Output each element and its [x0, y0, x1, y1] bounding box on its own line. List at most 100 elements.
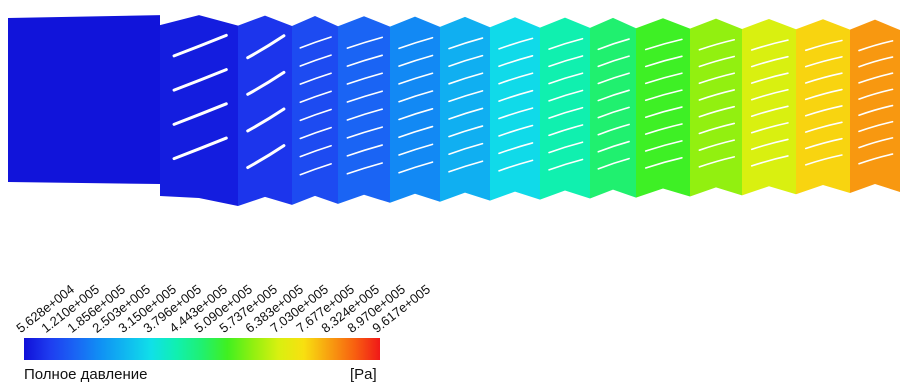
blade-slot: [299, 90, 332, 104]
blade-slot: [698, 55, 735, 68]
flow-region-blade-row-13: [796, 19, 850, 195]
blade-slot: [597, 106, 630, 119]
blade-slot: [498, 55, 534, 68]
flow-domain: [8, 15, 900, 207]
blade-slot: [398, 161, 434, 174]
flow-region-blade-row-6: [440, 16, 490, 202]
blade-slot: [299, 163, 332, 176]
blade-slot: [858, 72, 894, 84]
blade-slot: [750, 72, 789, 84]
blade-slot: [597, 140, 630, 153]
blade-slot: [698, 156, 735, 168]
blade-slot: [299, 108, 332, 122]
blade-slot: [498, 142, 534, 155]
blade-slot: [299, 72, 332, 85]
blade-slot: [644, 89, 683, 102]
blade-slot: [750, 138, 789, 151]
blade-slot: [698, 72, 735, 85]
blade-slot: [804, 154, 843, 166]
flow-region-blade-row-9: [590, 17, 636, 199]
blade-slot: [299, 54, 332, 67]
blade-slot: [644, 123, 683, 135]
blade-slot: [750, 39, 789, 51]
blade-slot: [644, 55, 683, 68]
blade-slot: [804, 39, 843, 52]
blade-slot: [448, 160, 484, 173]
blade-slot: [597, 38, 630, 51]
blade-slots: [172, 33, 894, 176]
blade-slot: [498, 37, 534, 50]
blade-slot: [548, 89, 584, 102]
blade-slot: [498, 124, 534, 137]
flow-region-blade-row-5: [390, 16, 440, 203]
blade-slot: [498, 159, 534, 172]
blade-slot: [804, 88, 843, 101]
blade-slot: [346, 90, 383, 103]
colorbar-label: Полное давление: [24, 366, 148, 383]
blade-slot: [597, 157, 630, 170]
flow-region-blade-row-8: [540, 17, 590, 200]
blade-slot: [299, 36, 332, 49]
blade-slot: [346, 72, 383, 85]
blade-slot: [448, 142, 484, 156]
flow-region-blade-row-3: [292, 15, 338, 205]
blade-slot: [804, 72, 843, 84]
flow-region-blade-row-7: [490, 17, 540, 201]
flow-region-blade-row-11: [690, 18, 742, 197]
blade-slot: [398, 125, 434, 139]
blade-slot: [548, 158, 584, 171]
flow-region-inlet: [8, 15, 160, 185]
blade-slot: [398, 54, 434, 67]
blade-slot: [346, 36, 383, 49]
blade-slot: [548, 37, 584, 50]
blade-slot: [498, 89, 534, 102]
flow-region-blade-row-4: [338, 16, 390, 204]
blade-slot: [299, 126, 332, 140]
flow-region-blade-row-12: [742, 18, 796, 196]
blade-slot: [346, 126, 383, 139]
blade-slot: [644, 157, 683, 169]
blade-slot: [246, 70, 286, 96]
blade-slot: [548, 141, 584, 154]
blade-slot: [398, 72, 434, 85]
blade-slot: [548, 72, 584, 85]
blade-slot: [448, 37, 484, 50]
blade-slot: [644, 38, 683, 51]
blade-slot: [698, 122, 735, 135]
blade-slot: [448, 125, 484, 138]
colorbar: [24, 338, 380, 360]
blade-slot: [346, 162, 383, 175]
blade-slot: [346, 54, 383, 67]
flow-region-blade-row-14: [850, 19, 900, 194]
blade-slot: [644, 140, 683, 152]
blade-slot: [299, 144, 332, 158]
blade-slot: [804, 105, 843, 117]
blade-slot: [597, 72, 630, 85]
blade-slot: [172, 68, 228, 92]
blade-slot: [398, 143, 434, 156]
blade-slot: [448, 72, 484, 85]
blade-slot: [498, 72, 534, 85]
blade-slot: [804, 121, 843, 133]
blade-slot: [246, 107, 286, 133]
blade-slot: [698, 38, 735, 51]
blade-slot: [858, 40, 894, 52]
blade-slot: [858, 137, 894, 149]
blade-slot: [750, 122, 789, 134]
blade-slot: [172, 136, 228, 161]
blade-slot: [548, 55, 584, 68]
flow-region-blade-row-10: [636, 18, 690, 198]
blade-slot: [448, 90, 484, 103]
blade-slot: [597, 89, 630, 102]
blade-slot: [698, 105, 735, 118]
blade-slot: [858, 88, 894, 100]
blade-slot: [804, 137, 843, 150]
flow-region-blade-row-2: [238, 15, 292, 206]
blade-slot: [644, 72, 683, 85]
blade-slot: [858, 120, 894, 133]
colorbar-units: [Pa]: [350, 366, 377, 383]
blade-slot: [858, 104, 894, 117]
blade-slot: [597, 123, 630, 136]
blade-slot: [246, 34, 286, 60]
